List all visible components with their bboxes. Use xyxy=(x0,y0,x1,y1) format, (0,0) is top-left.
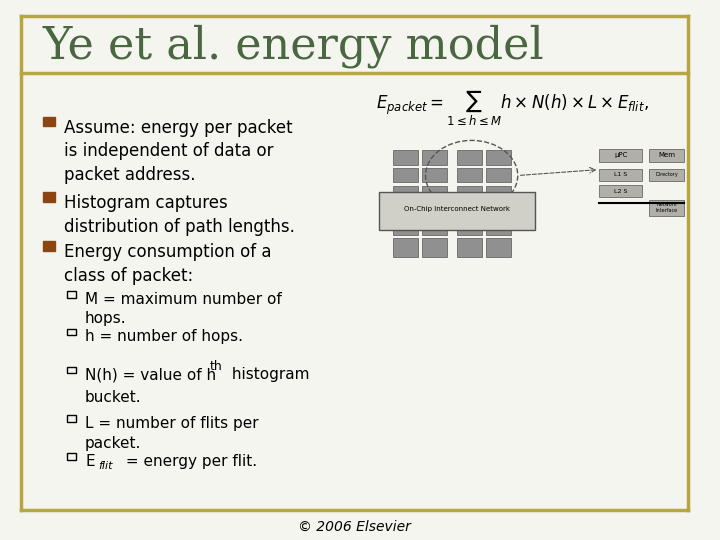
Bar xyxy=(649,148,685,162)
Bar xyxy=(68,367,76,373)
Text: Network
Interface: Network Interface xyxy=(656,202,678,213)
Text: Energy consumption of a
class of packet:: Energy consumption of a class of packet: xyxy=(64,243,271,285)
Text: = energy per flit.: = energy per flit. xyxy=(120,454,257,469)
Text: Directory: Directory xyxy=(655,172,678,178)
Bar xyxy=(423,216,447,235)
Bar xyxy=(599,185,642,197)
Text: L1 S: L1 S xyxy=(614,172,627,178)
Bar xyxy=(393,150,418,165)
Bar xyxy=(379,192,536,230)
Text: µPC: µPC xyxy=(614,152,627,158)
Text: N(h) = value of h: N(h) = value of h xyxy=(85,367,216,382)
Text: flit: flit xyxy=(98,461,112,471)
Bar xyxy=(423,186,447,200)
Text: © 2006 Elsevier: © 2006 Elsevier xyxy=(298,519,411,534)
Bar xyxy=(68,291,76,298)
Text: L = number of flits per
packet.: L = number of flits per packet. xyxy=(85,416,258,450)
Text: th: th xyxy=(210,360,222,373)
Text: h = number of hops.: h = number of hops. xyxy=(85,329,243,345)
Bar xyxy=(599,169,642,181)
Bar xyxy=(393,168,418,183)
Text: histogram: histogram xyxy=(227,367,310,382)
Text: bucket.: bucket. xyxy=(85,390,142,406)
Bar xyxy=(42,192,55,202)
Bar xyxy=(393,186,418,200)
Bar xyxy=(457,216,482,235)
Text: On-Chip Interconnect Network: On-Chip Interconnect Network xyxy=(405,206,510,212)
Bar xyxy=(68,329,76,335)
Bar xyxy=(457,150,482,165)
Text: Ye et al. energy model: Ye et al. energy model xyxy=(42,24,544,68)
Bar xyxy=(423,150,447,165)
Text: E: E xyxy=(85,454,95,469)
Bar xyxy=(486,150,511,165)
Bar xyxy=(486,216,511,235)
Bar xyxy=(457,238,482,257)
Bar xyxy=(649,200,685,216)
Bar xyxy=(423,238,447,257)
Bar xyxy=(42,117,55,126)
Bar xyxy=(68,415,76,422)
Bar xyxy=(393,238,418,257)
Text: L2 S: L2 S xyxy=(614,188,627,194)
Bar xyxy=(423,168,447,183)
Bar xyxy=(68,453,76,460)
Bar xyxy=(42,241,55,251)
Text: Mem: Mem xyxy=(658,152,675,158)
Bar xyxy=(599,148,642,162)
Text: Histogram captures
distribution of path lengths.: Histogram captures distribution of path … xyxy=(64,194,294,236)
Text: Assume: energy per packet
is independent of data or
packet address.: Assume: energy per packet is independent… xyxy=(64,119,292,184)
Bar xyxy=(457,186,482,200)
Bar xyxy=(486,238,511,257)
Bar xyxy=(486,168,511,183)
Bar xyxy=(486,186,511,200)
Bar xyxy=(393,216,418,235)
Bar xyxy=(649,169,685,181)
Text: $E_{packet} = \sum_{1 \leq h \leq M} h \times N(h) \times L \times E_{flit},$: $E_{packet} = \sum_{1 \leq h \leq M} h \… xyxy=(376,88,649,128)
Bar xyxy=(457,168,482,183)
Text: M = maximum number of
hops.: M = maximum number of hops. xyxy=(85,292,282,326)
